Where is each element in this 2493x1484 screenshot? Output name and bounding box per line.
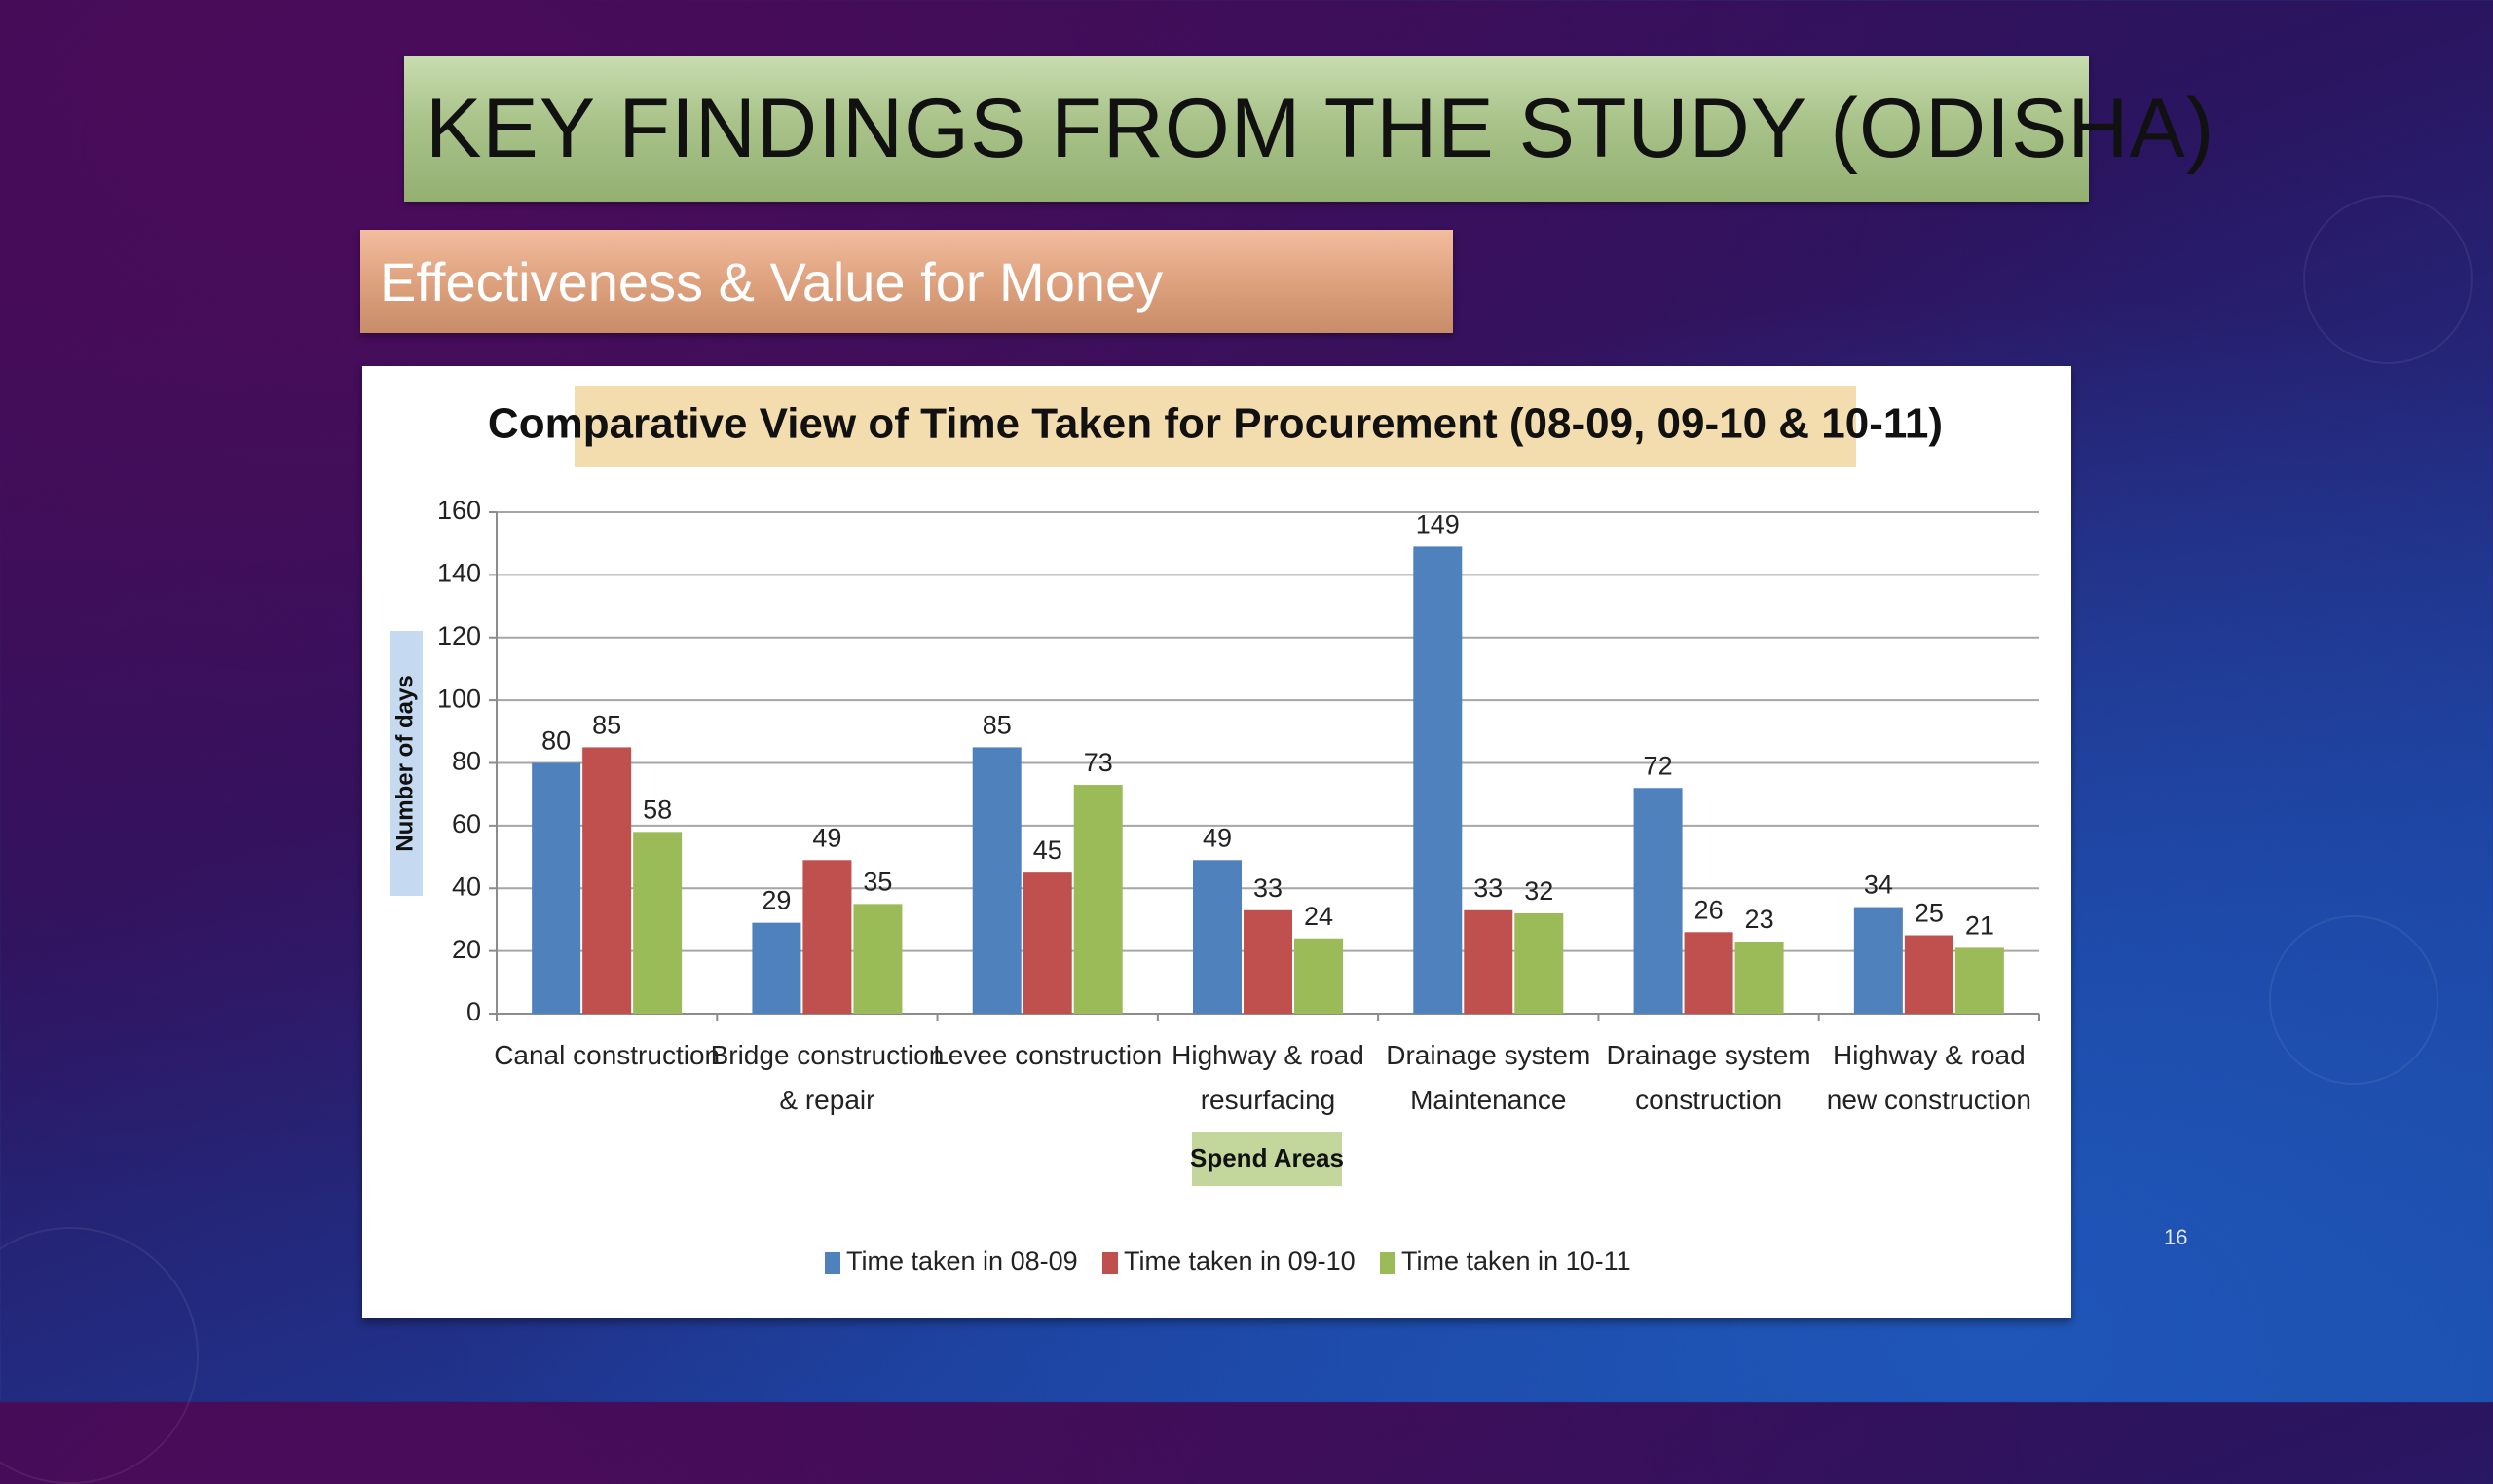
- decorative-ring: [2303, 195, 2473, 364]
- slide-title-bar: KEY FINDINGS FROM THE STUDY (ODISHA): [404, 56, 2214, 202]
- slide-number: 16: [2164, 1225, 2188, 1249]
- data-label: 49: [1203, 823, 1232, 852]
- data-label: 26: [1694, 895, 1724, 924]
- y-tick-label: 80: [452, 747, 481, 776]
- slide-subtitle-bar: Effectiveness & Value for Money: [360, 230, 1453, 333]
- legend-label: Time taken in 09-10: [1124, 1246, 1356, 1276]
- data-label: 149: [1416, 509, 1460, 538]
- slide-title: KEY FINDINGS FROM THE STUDY (ODISHA): [426, 81, 2215, 175]
- bar: [1684, 932, 1733, 1014]
- data-label: 34: [1864, 871, 1893, 900]
- axis-layer: 0 20 40 60 80 100 120 140 160 Canal constructionB…: [437, 496, 2040, 1115]
- y-axis-label-background: [390, 631, 423, 896]
- x-tick-label: Canal construction: [494, 1040, 720, 1070]
- data-label: 23: [1745, 905, 1774, 934]
- label-layer: 80 85 58 29 49 35 85 45 73 49 33 24 149 33 32 72 26 23 34 2…: [541, 509, 1994, 940]
- x-tick-label: & repair: [779, 1085, 874, 1115]
- data-label: 58: [643, 795, 672, 824]
- x-tick-label: construction: [1635, 1085, 1782, 1115]
- bar: [1244, 909, 1292, 1014]
- chart-title-background: [575, 386, 1856, 467]
- bar-layer: [532, 546, 2004, 1014]
- data-label: 45: [1033, 835, 1062, 865]
- data-label: 32: [1524, 876, 1553, 906]
- data-label: 29: [762, 886, 791, 915]
- x-tick-label: Drainage system: [1607, 1040, 1811, 1070]
- x-tick-label: Highway & road: [1172, 1040, 1364, 1070]
- y-tick-label: 100: [437, 684, 481, 713]
- legend: Time taken in 08-09 Time taken in 09-10 Ti…: [825, 1246, 1631, 1276]
- x-axis-label-background: [1192, 1132, 1342, 1186]
- data-label: 33: [1253, 873, 1283, 903]
- data-label: 72: [1644, 751, 1673, 780]
- y-tick-label: 40: [452, 872, 481, 901]
- data-label: 73: [1084, 748, 1113, 777]
- bar: [1514, 913, 1564, 1014]
- y-tick-label: 140: [437, 559, 481, 588]
- x-tick-label: Bridge construction: [711, 1040, 945, 1070]
- data-label: 33: [1473, 873, 1503, 903]
- data-label: 80: [541, 726, 571, 756]
- bar: [633, 832, 683, 1014]
- bar: [1904, 935, 1953, 1014]
- data-label: 25: [1915, 899, 1944, 928]
- chart-title: Comparative View of Time Taken for Procu…: [488, 400, 1943, 448]
- y-tick-label: 20: [452, 935, 481, 964]
- bar: [1633, 788, 1683, 1014]
- x-tick-label: Levee construction: [933, 1040, 1162, 1070]
- chart-panel: Comparative View of Time Taken for Procu…: [362, 366, 2071, 1318]
- bar: [1734, 941, 1784, 1014]
- bar: [532, 762, 581, 1014]
- x-tick-label: new construction: [1827, 1085, 2031, 1115]
- bar: [853, 904, 903, 1014]
- data-label: 21: [1965, 910, 1994, 940]
- legend-label: Time taken in 10-11: [1401, 1246, 1631, 1276]
- bar: [1853, 907, 1903, 1014]
- y-axis-label: Number of days: [391, 675, 418, 851]
- y-tick-label: 60: [452, 809, 481, 838]
- x-tick-label: resurfacing: [1201, 1085, 1336, 1115]
- legend-swatch: [825, 1252, 840, 1274]
- data-label: 85: [983, 710, 1012, 739]
- y-tick-label: 0: [466, 997, 481, 1026]
- decorative-ring: [0, 1227, 199, 1484]
- legend-swatch: [1102, 1252, 1118, 1274]
- y-tick-label: 160: [437, 496, 481, 525]
- slide-subtitle: Effectiveness & Value for Money: [380, 250, 1164, 313]
- data-label: 49: [812, 823, 841, 852]
- legend-swatch: [1380, 1252, 1395, 1274]
- bar: [1464, 909, 1513, 1014]
- bar: [1193, 860, 1242, 1014]
- legend-label: Time taken in 08-09: [846, 1246, 1078, 1276]
- bar: [972, 747, 1022, 1014]
- bar: [1413, 546, 1463, 1014]
- bar: [582, 747, 632, 1014]
- bar: [1073, 785, 1123, 1014]
- bar: [802, 860, 852, 1014]
- bar: [1954, 947, 2004, 1014]
- x-axis-label: Spend Areas: [1190, 1143, 1344, 1172]
- x-tick-label: Maintenance: [1410, 1085, 1566, 1115]
- bar: [752, 922, 801, 1014]
- data-label: 24: [1304, 902, 1333, 931]
- x-tick-label: Highway & road: [1833, 1040, 2026, 1070]
- bar-chart: Comparative View of Time Taken for Procu…: [390, 386, 2040, 1276]
- y-tick-label: 120: [437, 621, 481, 650]
- bar: [1023, 872, 1072, 1014]
- data-label: 85: [592, 710, 621, 739]
- decorative-ring: [2269, 915, 2438, 1085]
- x-tick-label: Drainage system: [1386, 1040, 1590, 1070]
- data-label: 35: [863, 867, 892, 896]
- bar: [1294, 938, 1343, 1014]
